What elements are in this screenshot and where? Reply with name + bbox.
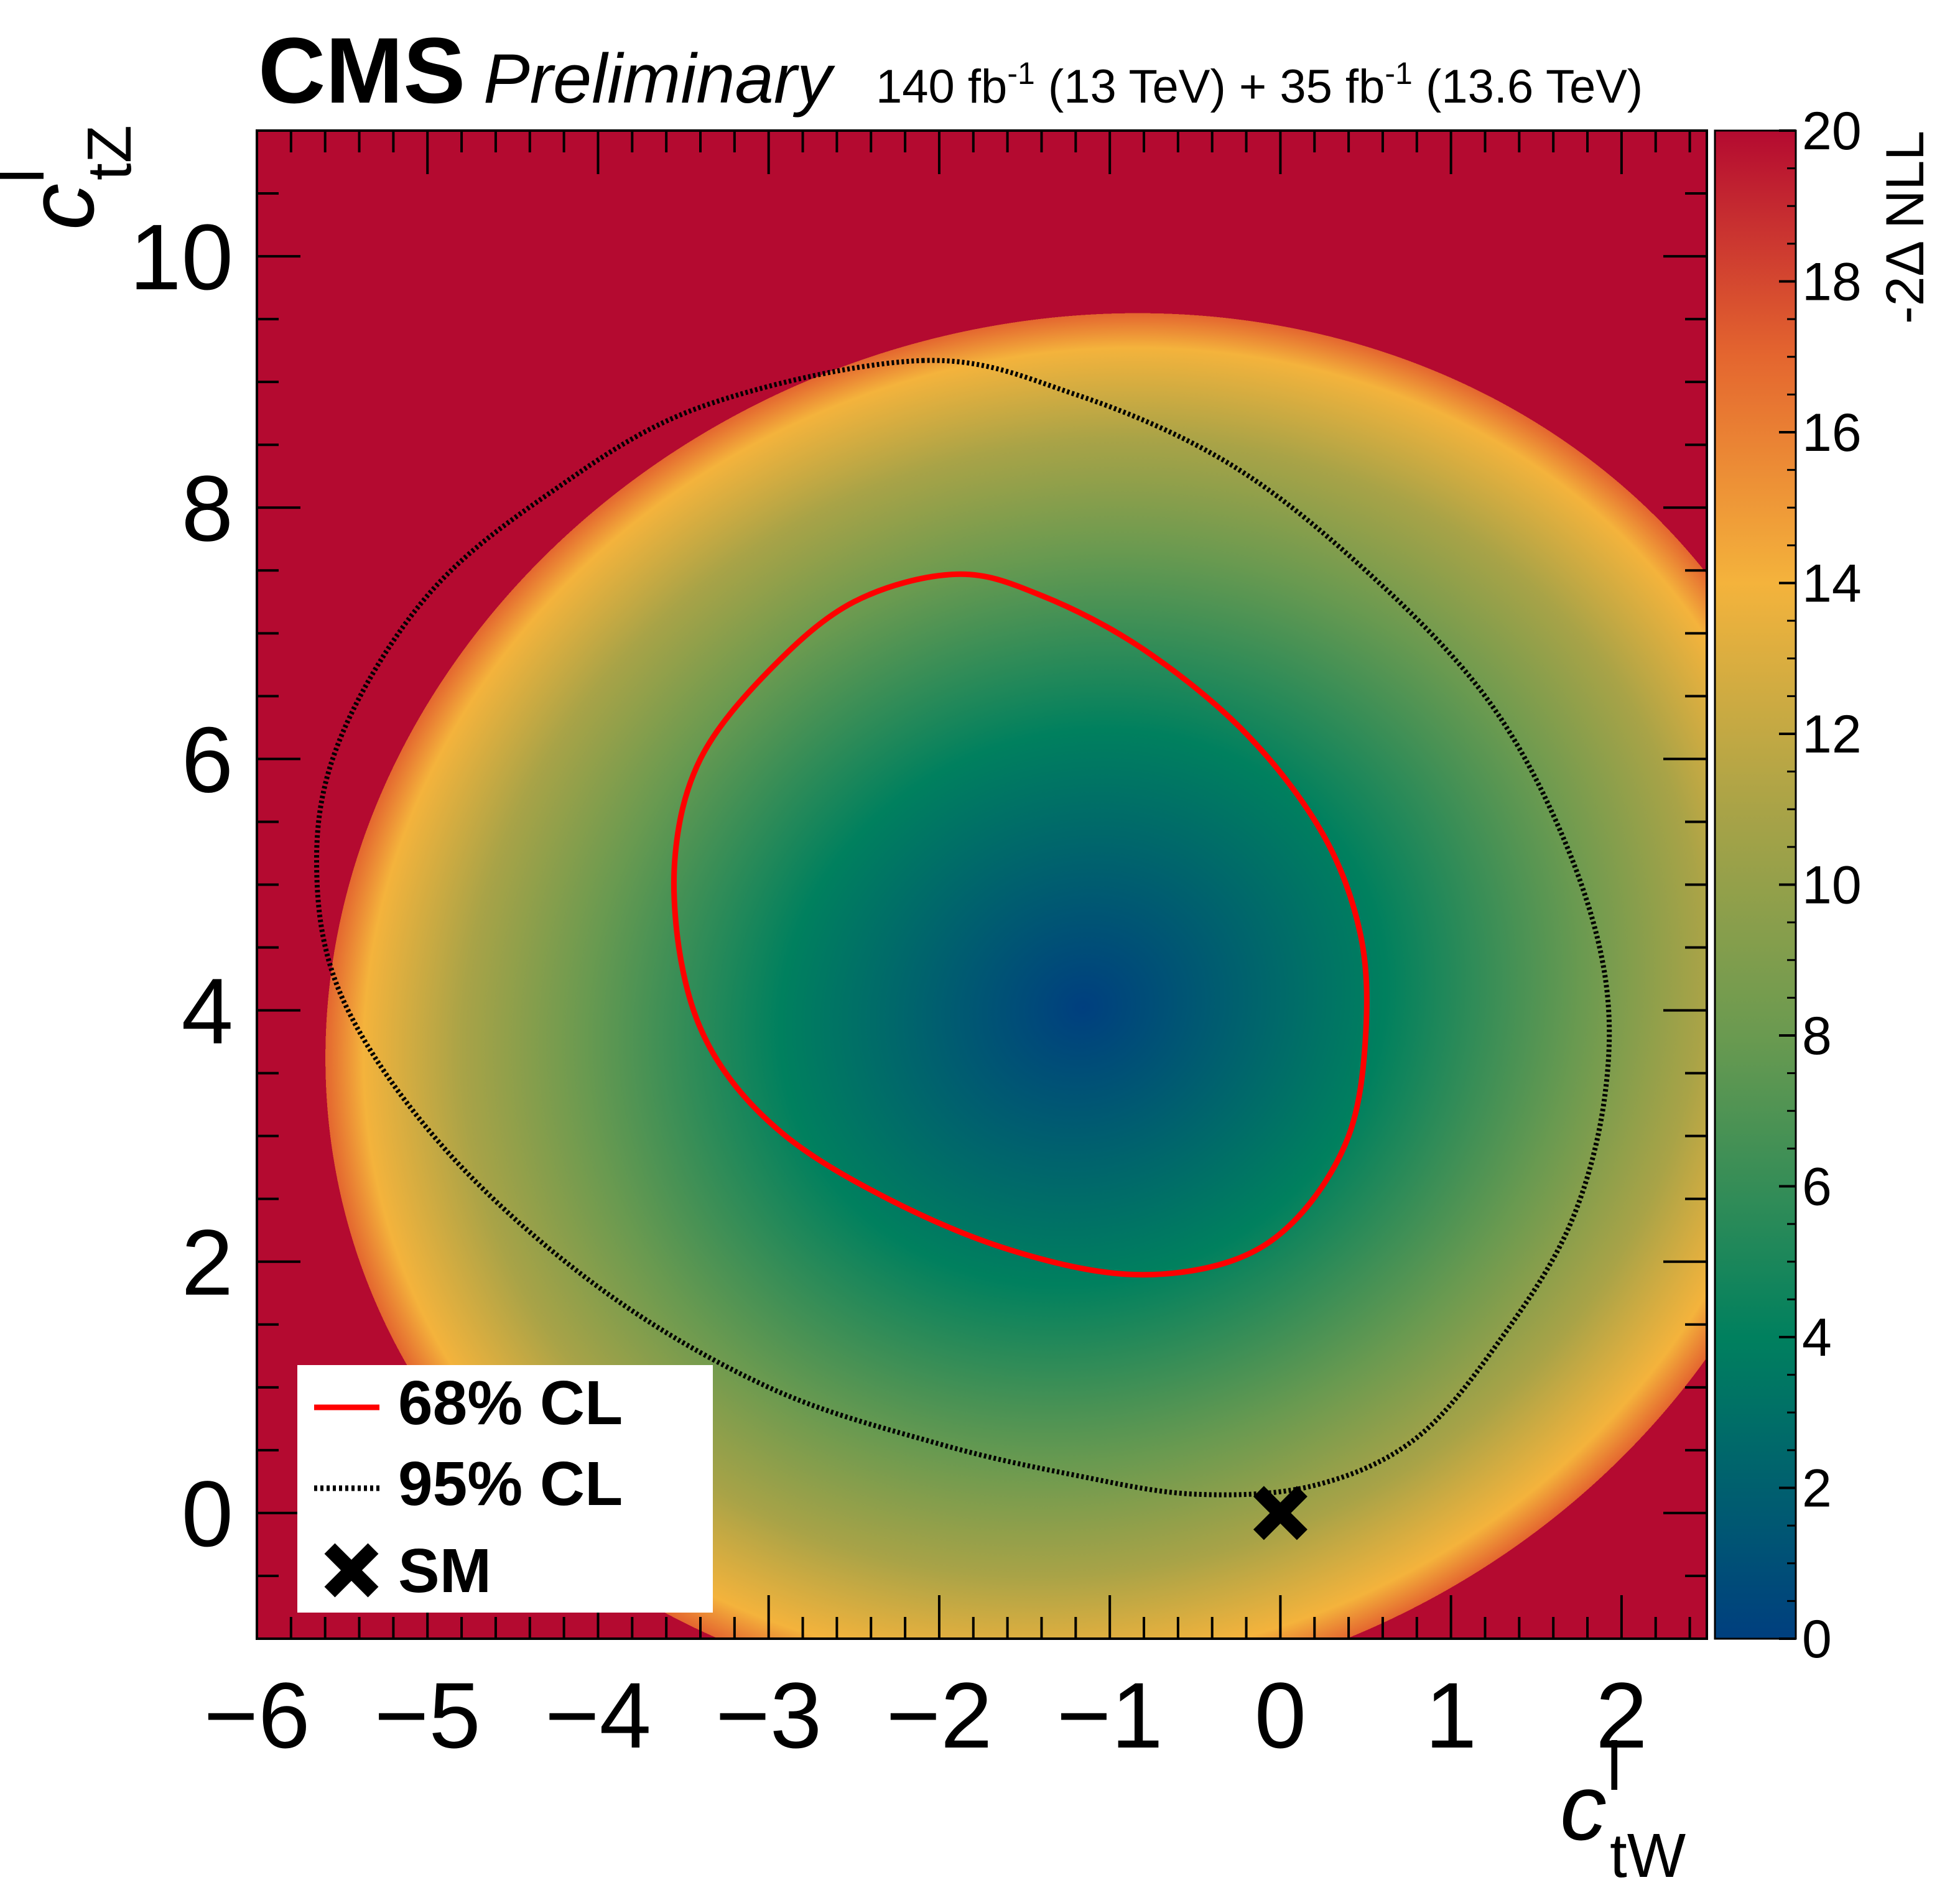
legend-sm-cross-icon <box>324 1543 379 1598</box>
legend-label-95cl: 95% CL <box>398 1449 623 1519</box>
colorbar-tick-label: 12 <box>1802 705 1862 764</box>
y-tick-label: 10 <box>129 205 233 309</box>
y-tick-label: 2 <box>182 1210 233 1315</box>
plot-frame <box>256 129 1708 1640</box>
colorbar-tick-label: 18 <box>1802 252 1862 312</box>
lumi-part-b: (13 TeV) + 35 fb <box>1035 60 1385 113</box>
cms-logo-text: CMS <box>258 18 465 123</box>
tick-layer: −6 −5 −4 −3 −2 −1 0 1 2 0 2 4 6 8 10 <box>129 129 1707 1767</box>
x-tick-label: 0 <box>1255 1663 1306 1767</box>
legend-label-68cl: 68% CL <box>398 1368 623 1438</box>
colorbar-tick-label: 4 <box>1802 1308 1832 1368</box>
colorbar-tick-label: 8 <box>1802 1006 1832 1066</box>
colorbar-tick-label: 14 <box>1802 554 1862 614</box>
legend-label-sm: SM <box>398 1536 491 1606</box>
lumi-exp-a: -1 <box>1007 56 1034 91</box>
marker-layer <box>1253 1486 1307 1540</box>
y-tick-label: 0 <box>182 1461 233 1566</box>
x-tick-label: −1 <box>1057 1663 1163 1767</box>
x-axis-sup: l <box>1607 1728 1622 1805</box>
x-tick-label: −4 <box>545 1663 651 1767</box>
contour-68cl <box>671 571 1370 1278</box>
x-tick-label: −3 <box>715 1663 822 1767</box>
x-tick-label: −6 <box>203 1663 310 1767</box>
luminosity-label: 140 fb-1 (13 TeV) + 35 fb-1 (13.6 TeV) <box>876 56 1643 113</box>
colorbar-tick-label: 16 <box>1802 403 1862 463</box>
colorbar-tick-label: 20 <box>1802 101 1862 161</box>
y-tick-label: 8 <box>182 456 233 560</box>
colorbar-title: -2Δ NLL <box>1875 131 1935 324</box>
colorbar-ticks: 0 2 4 6 8 10 12 14 16 18 20 <box>1779 101 1862 1669</box>
y-tick-label: 6 <box>182 707 233 812</box>
y-tick-label: 4 <box>182 959 233 1063</box>
colorbar-tick-label: 2 <box>1802 1459 1832 1519</box>
contour-95cl <box>314 358 1612 1498</box>
x-axis-sub: tW <box>1610 1821 1686 1880</box>
colorbar-tick-label: 6 <box>1802 1157 1832 1217</box>
colorbar-tick-label: 10 <box>1802 856 1862 915</box>
preliminary-label: Preliminary <box>483 40 835 118</box>
colorbar-tick-label: 0 <box>1802 1609 1832 1669</box>
x-axis-title: cl tW <box>1560 1728 1686 1880</box>
lumi-part-c: (13.6 TeV) <box>1413 60 1643 113</box>
y-axis-sup: l <box>0 169 58 183</box>
y-axis-title: cl tZ <box>0 125 144 230</box>
sm-marker-cross-icon <box>1253 1486 1307 1540</box>
y-axis-sub: tZ <box>75 125 144 180</box>
y-axis-base: c <box>9 183 113 230</box>
x-tick-label: 2 <box>1595 1663 1647 1767</box>
x-tick-label: −5 <box>374 1663 481 1767</box>
x-tick-label: −2 <box>886 1663 992 1767</box>
contour-layer <box>314 358 1612 1498</box>
x-axis-base: c <box>1560 1755 1607 1859</box>
x-tick-label: 1 <box>1425 1663 1477 1767</box>
legend: 68% CL 95% CL SM <box>297 1365 713 1613</box>
lumi-exp-b: -1 <box>1385 56 1412 91</box>
lumi-part-a: 140 fb <box>876 60 1007 113</box>
